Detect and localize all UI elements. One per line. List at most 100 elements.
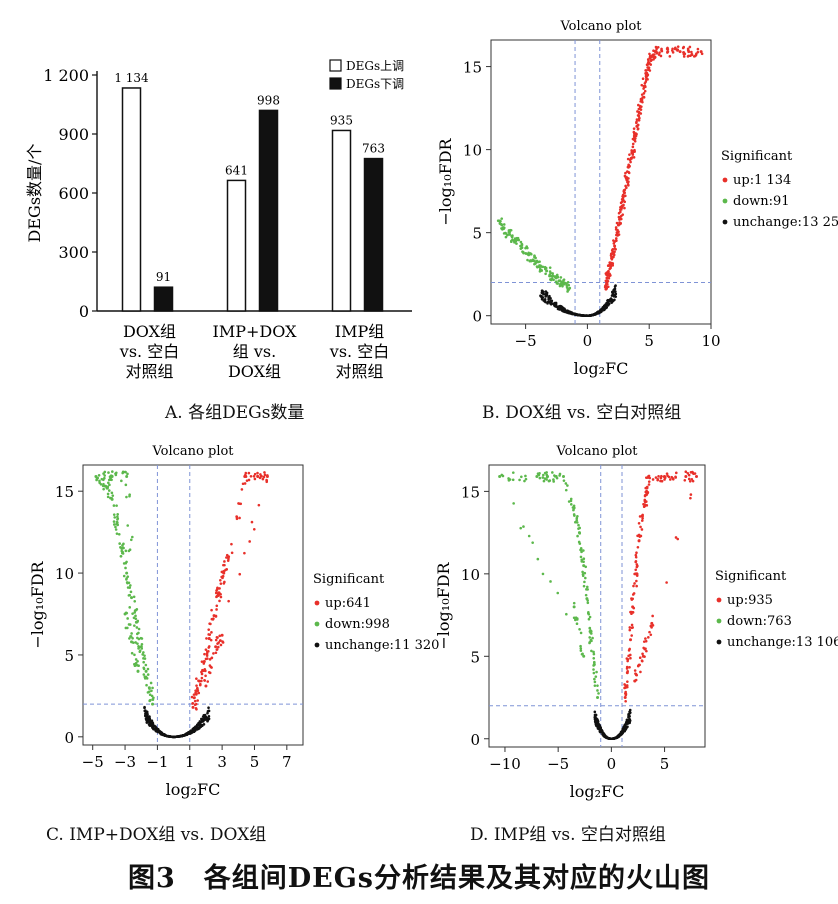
panel-a-caption: A. 各组DEGs数量 [165,403,305,423]
down-point [500,227,503,230]
unchange-point [148,724,151,727]
bar-down [363,157,384,312]
up-point [217,641,220,644]
plot-frame [82,464,304,746]
unchange-point [604,304,608,307]
up-point [616,233,619,237]
up-point [215,589,218,592]
up-point [654,45,658,49]
unchange-point [557,304,561,308]
legend-dot [314,621,320,627]
down-point [551,272,554,275]
x-tick-label: 5 [250,753,260,771]
up-point [196,688,199,692]
unchange-point [601,308,605,312]
up-point [700,52,704,56]
down-point [581,570,584,574]
x-tick-label: −1 [146,753,168,771]
up-point [667,475,671,479]
down-point [107,481,110,485]
up-point [610,254,613,258]
legend-label: unchange:13 258 [733,215,838,230]
down-point [566,290,569,293]
down-point [145,677,149,680]
down-point [106,492,110,496]
down-point [531,259,535,263]
down-point [500,217,504,220]
down-point [130,651,134,655]
up-point [256,471,259,475]
unchange-point [148,719,151,723]
up-point [637,107,641,111]
up-point [631,153,635,156]
plot-title: Volcano plot [555,444,638,459]
up-point [195,684,198,687]
unchange-point [202,723,206,726]
down-point [126,575,130,578]
down-point [592,656,596,660]
down-point [102,487,105,491]
down-point [594,675,598,678]
up-point [659,54,663,58]
up-point [266,474,269,477]
up-point [643,89,647,93]
up-point [194,691,197,695]
up-point [617,215,621,219]
up-point [247,471,251,475]
up-point [651,624,655,627]
up-point [218,587,221,590]
down-point [133,664,137,668]
down-point [509,228,513,232]
up-point [612,255,615,259]
up-point [644,69,647,72]
unchange-point [604,306,607,310]
down-point [110,491,114,495]
up-point [193,703,197,707]
down-point [593,677,596,681]
unchange-point [625,718,629,722]
unchange-point [198,724,201,728]
up-point [647,480,651,483]
unchange-point [544,293,548,296]
unchange-point [620,729,624,733]
x-axis-label: log₂FC [574,359,629,378]
down-point [536,265,539,269]
x-tick-label: 对照组 [335,362,383,381]
unchange-point [206,719,209,723]
down-point [128,586,132,589]
up-point [235,517,239,521]
down-point [137,664,140,668]
down-point [592,668,595,671]
up-point [631,593,635,596]
up-point [210,631,213,634]
up-point [659,476,663,480]
down-point [129,584,132,587]
up-point [673,47,677,51]
up-point [245,479,249,482]
down-point [116,513,119,516]
volcano-plot-svg: Volcano plot −10 −5 0 5 0 5 10 15 log₂FC −log₁₀FDR… [434,444,838,801]
unchange-point [596,720,599,724]
legend-label: down:763 [727,614,792,629]
unchange-point [602,734,606,738]
down-point [524,474,527,478]
down-point [589,632,593,635]
up-point [627,163,630,167]
down-point [542,473,545,477]
legend-title: Significant [715,569,787,584]
unchange-point [552,302,556,306]
down-point [541,572,545,576]
up-point [660,47,663,51]
up-point [693,54,697,58]
up-point [632,606,636,610]
down-point [510,234,513,238]
down-point [114,473,118,477]
unchange-point [192,729,196,733]
down-point [588,626,592,630]
down-point [124,561,128,565]
up-point [649,633,653,637]
panel-c-volcano-plot: Volcano plot −5 −3 −1 1 3 5 7 0 5 10 15 log₂FC −log₁₀… [0,430,439,850]
up-point [688,479,692,483]
down-point [589,629,593,633]
